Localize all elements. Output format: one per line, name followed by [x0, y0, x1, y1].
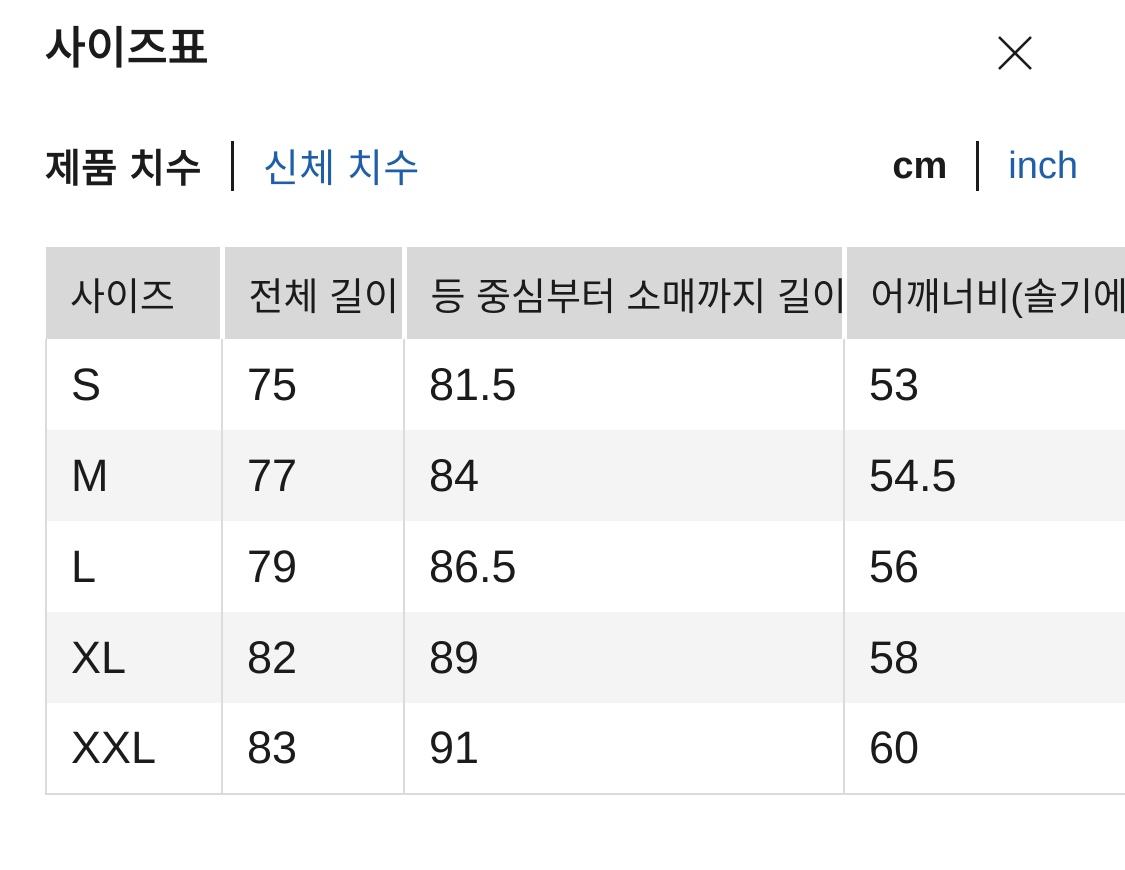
- column-header-center-back-to-sleeve: 등 중심부터 소매까지 길이: [401, 247, 844, 339]
- column-header-total-length: 전체 길이: [219, 247, 404, 339]
- value-cell: 84: [403, 430, 844, 521]
- dialog-header: 사이즈표: [45, 24, 1080, 78]
- tab-body-measurements[interactable]: 신체 치수: [263, 138, 420, 194]
- size-table-viewport[interactable]: 사이즈 전체 길이 등 중심부터 소매까지 길이 어깨너비(솔기에서 S 75 …: [45, 247, 1125, 795]
- dialog-title: 사이즈표: [45, 24, 209, 73]
- size-cell: XL: [45, 612, 222, 703]
- table-row-l: L 79 86.5 56: [45, 521, 1125, 612]
- table-row-m: M 77 84 54.5: [45, 430, 1125, 521]
- value-cell: 77: [221, 430, 404, 521]
- value-cell: 82: [221, 612, 404, 703]
- value-cell: 60: [843, 703, 1125, 795]
- size-cell: XXL: [45, 703, 222, 795]
- value-cell: 79: [221, 521, 404, 612]
- controls-row: 제품 치수 신체 치수 cm inch: [45, 138, 1078, 194]
- value-cell: 58: [843, 612, 1125, 703]
- column-header-shoulder-width: 어깨너비(솔기에서: [841, 247, 1125, 339]
- value-cell: 83: [221, 703, 404, 795]
- close-icon: [996, 36, 1034, 75]
- size-cell: L: [45, 521, 222, 612]
- value-cell: 75: [221, 339, 404, 430]
- size-cell: M: [45, 430, 222, 521]
- tab-product-measurements[interactable]: 제품 치수: [45, 138, 202, 194]
- value-cell: 89: [403, 612, 844, 703]
- value-cell: 86.5: [403, 521, 844, 612]
- size-table: 사이즈 전체 길이 등 중심부터 소매까지 길이 어깨너비(솔기에서 S 75 …: [45, 247, 1125, 795]
- measurement-tabs: 제품 치수 신체 치수: [45, 138, 420, 194]
- table-row-xl: XL 82 89 58: [45, 612, 1125, 703]
- value-cell: 53: [843, 339, 1125, 430]
- unit-divider: [976, 141, 980, 191]
- table-row-xxl: XXL 83 91 60: [45, 703, 1125, 795]
- size-cell: S: [45, 339, 222, 430]
- value-cell: 56: [843, 521, 1125, 612]
- close-button[interactable]: [990, 28, 1040, 78]
- unit-toggle: cm inch: [892, 141, 1078, 191]
- tab-divider: [230, 141, 234, 191]
- table-header-row: 사이즈 전체 길이 등 중심부터 소매까지 길이 어깨너비(솔기에서: [46, 247, 1125, 339]
- table-row-s: S 75 81.5 53: [45, 339, 1125, 430]
- value-cell: 54.5: [843, 430, 1125, 521]
- value-cell: 81.5: [403, 339, 844, 430]
- unit-cm-button[interactable]: cm: [892, 144, 948, 187]
- column-header-size: 사이즈: [46, 247, 222, 339]
- value-cell: 91: [403, 703, 844, 795]
- unit-inch-button[interactable]: inch: [1008, 144, 1078, 187]
